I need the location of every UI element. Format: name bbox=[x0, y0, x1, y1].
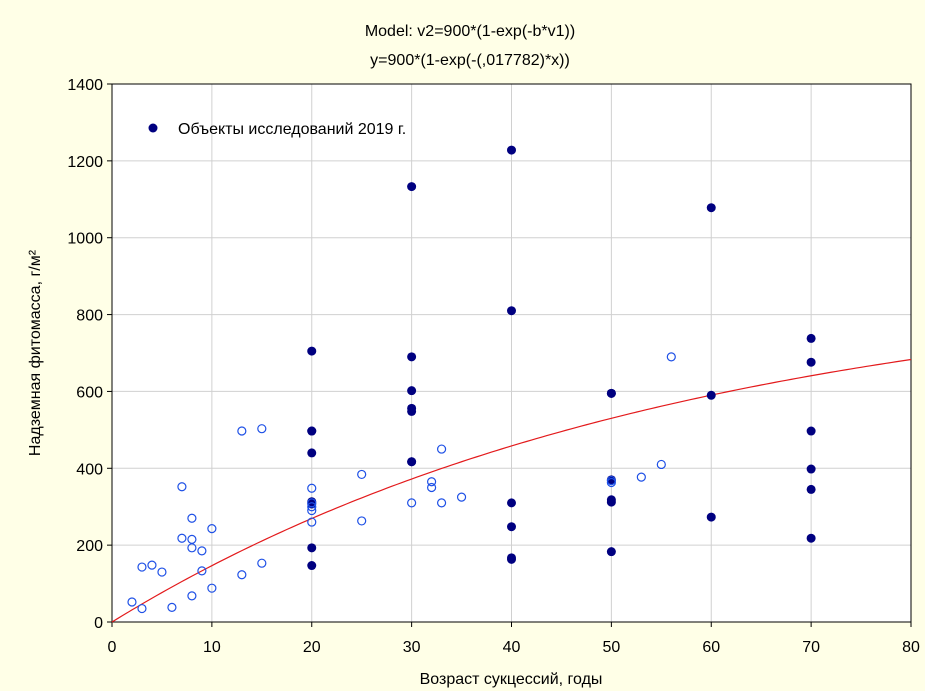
fit-curve bbox=[111, 358, 912, 623]
data-point-open bbox=[606, 477, 616, 488]
data-point-open bbox=[177, 533, 187, 543]
data-point-open bbox=[407, 498, 417, 508]
data-point-filled bbox=[606, 497, 616, 507]
data-point-open bbox=[427, 477, 437, 487]
data-point-filled bbox=[806, 333, 816, 343]
x-tick-label: 50 bbox=[602, 639, 620, 656]
x-tick-label: 60 bbox=[702, 639, 720, 656]
y-tick-label: 1400 bbox=[67, 77, 103, 94]
chart-title: Model: v2=900*(1-exp(-b*v1)) bbox=[365, 23, 575, 40]
data-point-filled bbox=[407, 457, 417, 467]
x-tick-label: 20 bbox=[303, 639, 321, 656]
data-point-open bbox=[157, 567, 167, 577]
legend: Объекты исследований 2019 г. bbox=[148, 121, 406, 138]
data-point-open bbox=[127, 597, 137, 607]
data-point-open bbox=[167, 602, 177, 612]
y-axis: 0 200 400 600 800 1000 1200 1400 bbox=[67, 77, 112, 632]
y-tick-label: 800 bbox=[76, 308, 103, 325]
data-point-open bbox=[307, 483, 317, 493]
data-point-open bbox=[187, 591, 197, 601]
data-point-open bbox=[197, 566, 207, 576]
data-point-filled bbox=[806, 426, 816, 436]
data-point-open bbox=[207, 524, 217, 534]
data-point-filled bbox=[507, 306, 516, 316]
data-point-open bbox=[207, 583, 217, 593]
data-point-filled bbox=[706, 390, 716, 400]
y-tick-label: 600 bbox=[76, 384, 103, 401]
data-point-filled bbox=[307, 448, 317, 458]
data-point-open bbox=[147, 560, 157, 570]
data-point-filled bbox=[806, 533, 816, 543]
legend-label: Объекты исследований 2019 г. bbox=[178, 121, 406, 138]
data-point-open bbox=[456, 492, 467, 502]
data-point-open bbox=[436, 498, 447, 508]
y-tick-label: 1200 bbox=[67, 154, 103, 171]
legend-marker bbox=[148, 123, 158, 133]
data-point-open bbox=[257, 558, 267, 568]
data-point-filled bbox=[407, 352, 417, 362]
x-axis-label: Возраст сукцессий, годы bbox=[420, 671, 603, 688]
data-point-open bbox=[197, 546, 207, 556]
x-tick-label: 40 bbox=[503, 639, 521, 656]
data-point-filled bbox=[507, 498, 516, 508]
data-point-open bbox=[307, 517, 317, 527]
data-point-filled bbox=[606, 388, 616, 398]
y-tick-label: 1000 bbox=[67, 231, 103, 248]
data-point-open bbox=[666, 352, 676, 362]
data-points bbox=[127, 145, 816, 614]
data-point-filled bbox=[806, 357, 816, 367]
data-point-open bbox=[187, 513, 197, 523]
data-point-open bbox=[177, 482, 187, 492]
x-axis: 0 10 20 30 40 50 60 70 80 bbox=[108, 622, 920, 656]
data-point-open bbox=[137, 562, 147, 572]
data-point-open bbox=[636, 472, 646, 482]
data-point-filled bbox=[507, 145, 516, 155]
data-point-open bbox=[307, 502, 317, 512]
data-point-filled bbox=[507, 554, 516, 564]
data-point-filled bbox=[307, 543, 317, 553]
data-point-filled bbox=[407, 182, 417, 192]
data-point-open bbox=[357, 516, 367, 526]
x-tick-label: 70 bbox=[802, 639, 820, 656]
data-point-filled bbox=[806, 484, 816, 494]
data-point-open bbox=[237, 570, 247, 580]
data-point-filled bbox=[307, 426, 317, 436]
y-tick-label: 400 bbox=[76, 461, 103, 478]
data-point-filled bbox=[706, 203, 716, 213]
data-point-filled bbox=[706, 512, 716, 522]
x-tick-label: 0 bbox=[108, 639, 117, 656]
data-point-open bbox=[427, 482, 437, 493]
data-point-open bbox=[357, 469, 367, 480]
y-tick-label: 200 bbox=[76, 538, 103, 555]
data-point-open bbox=[187, 543, 197, 553]
data-point-filled bbox=[407, 386, 417, 396]
data-point-filled bbox=[507, 522, 516, 532]
chart-subtitle: y=900*(1-exp(-(,017782)*x)) bbox=[370, 52, 570, 69]
data-point-filled bbox=[307, 561, 317, 571]
data-point-open bbox=[656, 459, 666, 470]
data-point-filled bbox=[806, 464, 816, 474]
data-point-filled bbox=[307, 346, 317, 356]
x-tick-label: 80 bbox=[902, 639, 920, 656]
data-point-open bbox=[137, 603, 147, 614]
data-point-open bbox=[307, 498, 317, 508]
data-point-filled bbox=[407, 406, 417, 416]
x-tick-label: 10 bbox=[203, 639, 221, 656]
y-tick-label: 0 bbox=[94, 615, 103, 632]
data-point-open bbox=[237, 426, 247, 436]
x-tick-label: 30 bbox=[403, 639, 421, 656]
y-axis-label: Надземная фитомасса, г/м² bbox=[27, 249, 44, 456]
data-point-filled bbox=[606, 547, 616, 557]
data-point-open bbox=[436, 444, 447, 454]
data-point-open bbox=[257, 424, 267, 434]
